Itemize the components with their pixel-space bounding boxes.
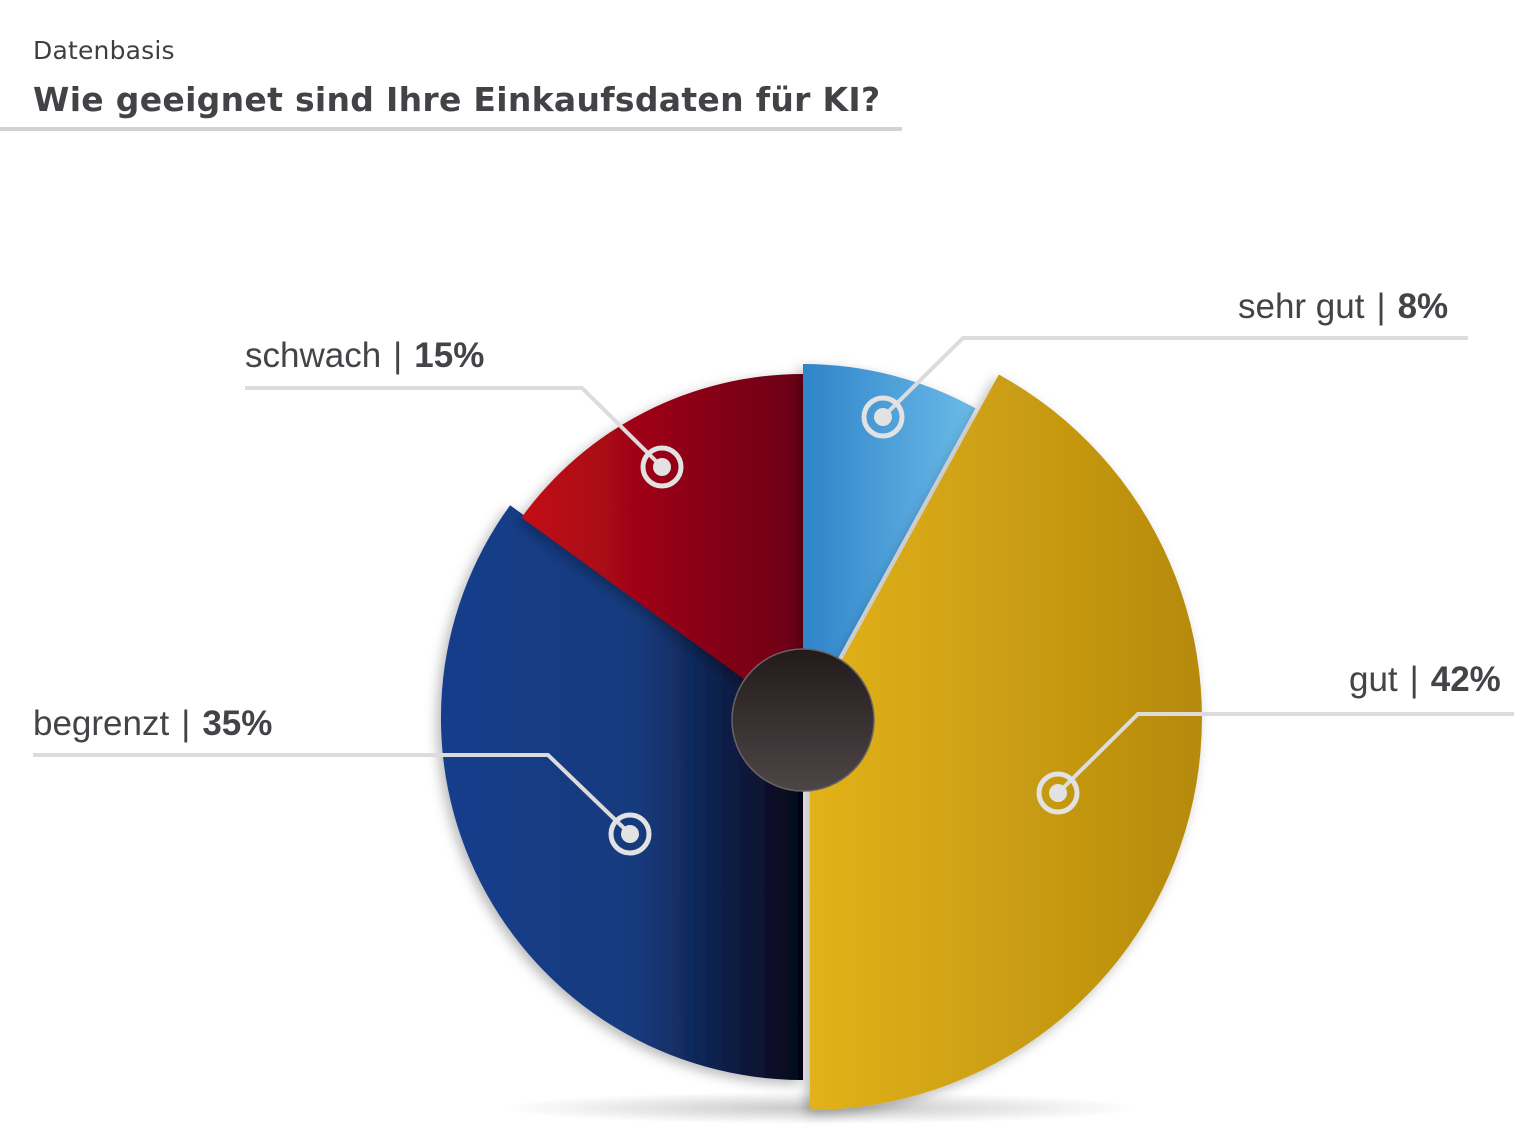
label-separator: | bbox=[393, 336, 403, 375]
callout-sehr-gut-dot-icon bbox=[874, 408, 892, 426]
callout-begrenzt-line bbox=[33, 753, 632, 836]
label-percent: 42% bbox=[1430, 660, 1501, 699]
label-category: schwach bbox=[245, 336, 382, 375]
chart-subtitle: Datenbasis bbox=[33, 36, 175, 65]
callout-gut-line bbox=[1056, 712, 1514, 795]
slice-schwach bbox=[521, 374, 803, 722]
callout-schwach-ring-icon bbox=[640, 445, 684, 489]
callout-gut-ring-icon bbox=[1036, 771, 1080, 815]
label-schwach: schwach | 15% bbox=[245, 336, 484, 376]
callout-sehr-gut-ring-icon bbox=[861, 395, 905, 439]
label-begrenzt: begrenzt | 35% bbox=[33, 704, 272, 744]
label-gut: gut | 42% bbox=[1349, 660, 1501, 700]
title-underline bbox=[0, 127, 902, 131]
label-sehr-gut: sehr gut | 8% bbox=[1238, 287, 1448, 327]
callout-begrenzt-ring-icon bbox=[608, 812, 652, 856]
label-percent: 35% bbox=[202, 704, 273, 743]
callout-schwach-dot-icon bbox=[653, 458, 671, 476]
slice-begrenzt bbox=[440, 505, 803, 1080]
label-separator: | bbox=[1376, 287, 1386, 326]
callout-begrenzt-dot-icon bbox=[621, 825, 639, 843]
label-category: sehr gut bbox=[1238, 287, 1365, 326]
slice-gut bbox=[810, 374, 1202, 1110]
label-category: begrenzt bbox=[33, 704, 170, 743]
label-category: gut bbox=[1349, 660, 1398, 699]
callout-gut-dot-icon bbox=[1049, 784, 1067, 802]
slice-sehr-gut bbox=[803, 364, 976, 722]
label-percent: 15% bbox=[414, 336, 485, 375]
callout-sehr-gut-line bbox=[881, 336, 1468, 419]
chart-title: Wie geeignet sind Ihre Einkaufsdaten für… bbox=[33, 80, 881, 119]
label-percent: 8% bbox=[1397, 287, 1449, 326]
center-disc bbox=[731, 648, 875, 792]
label-separator: | bbox=[1409, 660, 1419, 699]
callout-schwach-line bbox=[245, 386, 664, 469]
label-separator: | bbox=[181, 704, 191, 743]
